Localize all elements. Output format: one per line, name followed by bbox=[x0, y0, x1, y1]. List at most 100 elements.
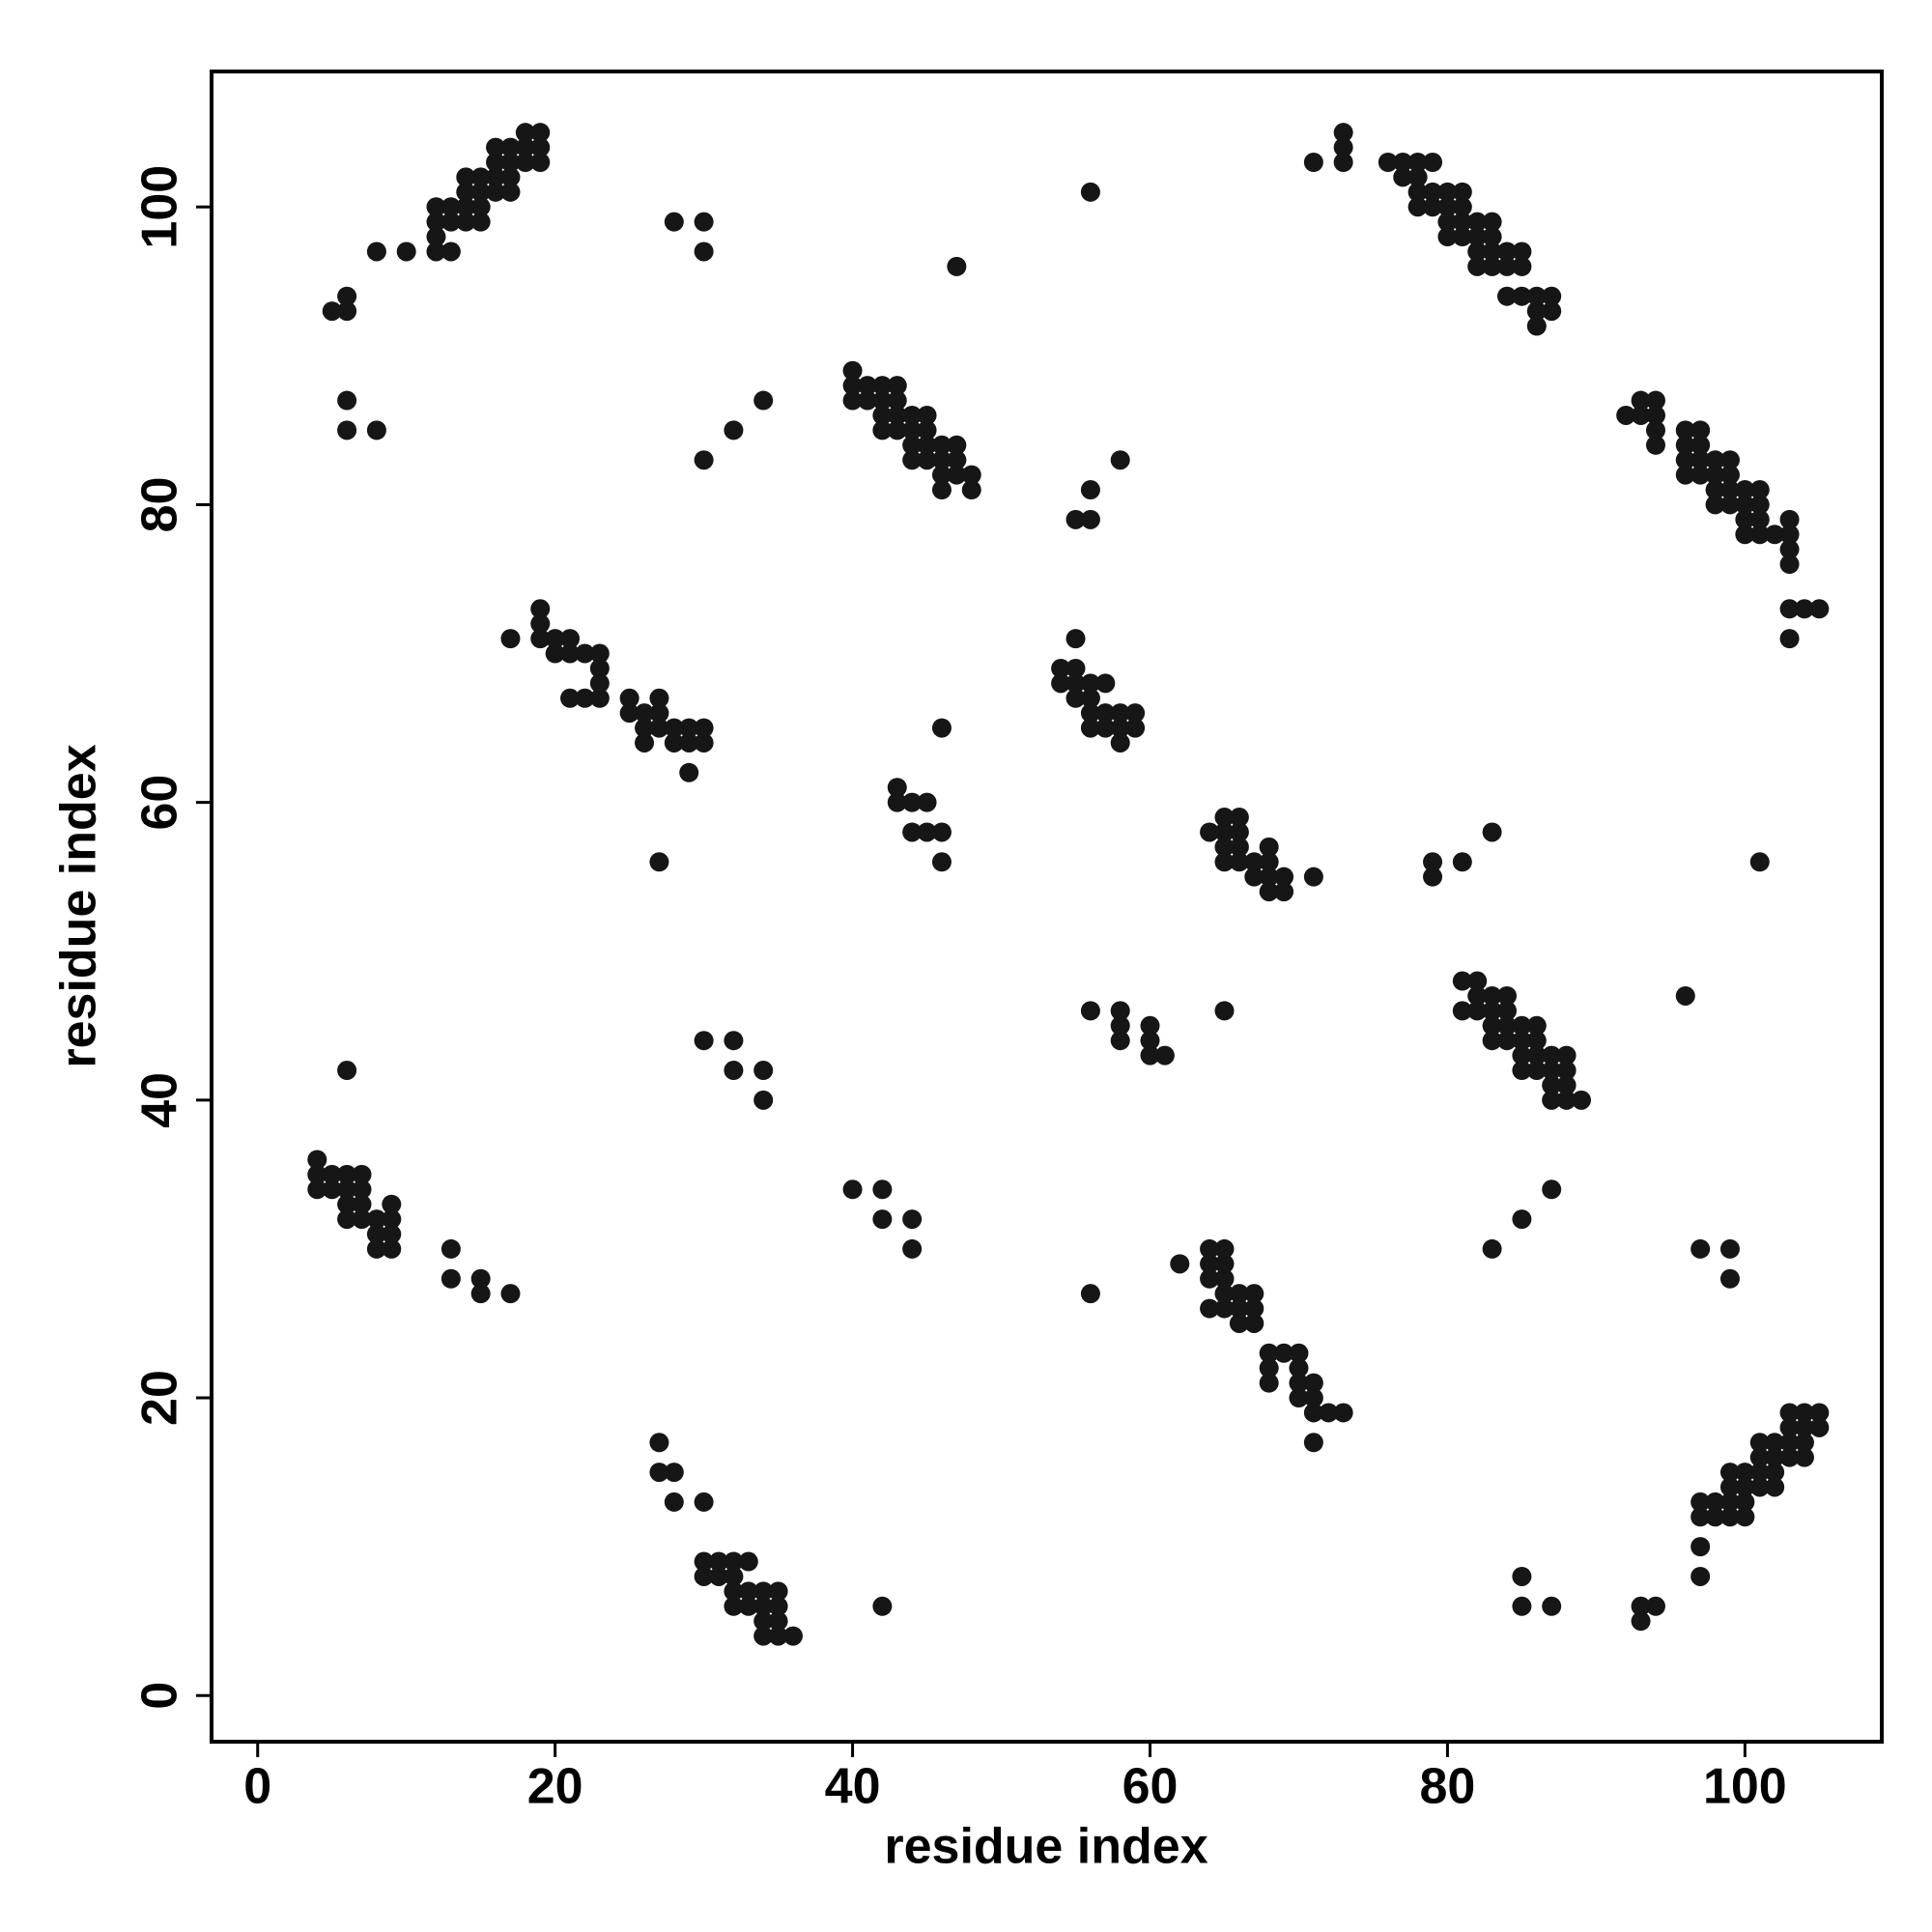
point bbox=[1497, 1031, 1518, 1051]
point bbox=[649, 1463, 669, 1483]
point bbox=[872, 405, 893, 425]
point bbox=[1779, 1403, 1800, 1423]
point bbox=[902, 822, 923, 842]
point bbox=[1631, 1611, 1651, 1632]
point bbox=[426, 227, 446, 247]
point bbox=[1080, 718, 1100, 738]
point bbox=[456, 212, 476, 232]
point bbox=[1735, 509, 1755, 529]
point bbox=[1407, 197, 1428, 217]
point bbox=[1542, 1090, 1562, 1110]
point bbox=[456, 197, 476, 217]
point bbox=[1719, 480, 1740, 500]
point bbox=[1423, 867, 1443, 887]
point bbox=[635, 718, 655, 738]
point bbox=[961, 465, 981, 485]
point bbox=[337, 1179, 357, 1200]
point bbox=[1794, 1417, 1814, 1437]
point bbox=[694, 1492, 714, 1512]
point bbox=[857, 390, 877, 411]
point bbox=[1110, 703, 1130, 724]
point bbox=[1452, 1001, 1472, 1021]
point bbox=[1437, 182, 1458, 202]
point bbox=[1229, 808, 1249, 828]
point bbox=[470, 1284, 491, 1304]
point bbox=[1719, 1238, 1740, 1259]
point bbox=[1259, 1343, 1279, 1363]
point bbox=[352, 1164, 372, 1184]
point bbox=[902, 435, 923, 455]
point bbox=[560, 688, 581, 708]
point bbox=[352, 1179, 372, 1200]
point bbox=[635, 732, 655, 753]
point bbox=[1526, 1015, 1547, 1036]
point bbox=[1080, 1284, 1100, 1304]
point bbox=[1051, 658, 1071, 678]
point bbox=[1080, 182, 1100, 202]
point bbox=[1631, 1596, 1651, 1616]
point bbox=[931, 852, 952, 872]
point bbox=[1779, 629, 1800, 649]
point bbox=[515, 123, 535, 143]
point bbox=[782, 1626, 803, 1646]
point bbox=[1765, 1447, 1785, 1467]
point bbox=[1423, 182, 1443, 202]
point bbox=[1690, 1566, 1711, 1586]
point bbox=[1452, 212, 1472, 232]
point bbox=[679, 718, 699, 738]
point bbox=[1200, 822, 1220, 842]
point bbox=[1214, 1284, 1235, 1304]
point bbox=[575, 688, 595, 708]
point bbox=[1526, 286, 1547, 306]
point bbox=[724, 1596, 744, 1616]
point bbox=[440, 212, 461, 232]
point bbox=[1794, 1433, 1814, 1453]
point bbox=[382, 1209, 402, 1230]
point bbox=[366, 420, 386, 440]
point bbox=[1110, 1031, 1130, 1051]
point bbox=[694, 1566, 714, 1586]
point bbox=[947, 450, 967, 470]
point bbox=[872, 390, 893, 411]
point bbox=[307, 1179, 327, 1200]
point bbox=[1259, 882, 1279, 902]
point bbox=[1110, 450, 1130, 470]
point bbox=[1809, 599, 1830, 619]
point bbox=[902, 1209, 923, 1230]
point bbox=[500, 137, 521, 157]
point bbox=[1735, 480, 1755, 500]
point bbox=[1214, 1268, 1235, 1289]
point bbox=[1274, 882, 1294, 902]
point bbox=[1631, 405, 1651, 425]
point bbox=[1274, 867, 1294, 887]
point bbox=[872, 1596, 893, 1616]
point bbox=[1423, 153, 1443, 173]
point bbox=[842, 390, 863, 411]
point bbox=[1571, 1090, 1591, 1110]
point bbox=[589, 688, 610, 708]
point bbox=[1407, 153, 1428, 173]
point bbox=[337, 1194, 357, 1214]
point bbox=[1675, 985, 1695, 1006]
point bbox=[456, 167, 476, 187]
point bbox=[1095, 703, 1116, 724]
point bbox=[724, 1061, 744, 1081]
point bbox=[1779, 509, 1800, 529]
point bbox=[931, 465, 952, 485]
x-tick-label: 60 bbox=[1122, 1759, 1179, 1815]
point bbox=[1452, 182, 1472, 202]
point bbox=[589, 658, 610, 678]
point bbox=[1170, 1254, 1190, 1274]
point bbox=[664, 212, 684, 232]
point bbox=[931, 718, 952, 738]
point bbox=[1512, 286, 1532, 306]
point bbox=[1779, 539, 1800, 559]
point bbox=[456, 182, 476, 202]
point bbox=[1452, 852, 1472, 872]
point bbox=[753, 1626, 774, 1646]
point bbox=[322, 301, 342, 322]
point bbox=[857, 376, 877, 396]
point bbox=[545, 629, 565, 649]
point bbox=[337, 286, 357, 306]
point bbox=[947, 465, 967, 485]
